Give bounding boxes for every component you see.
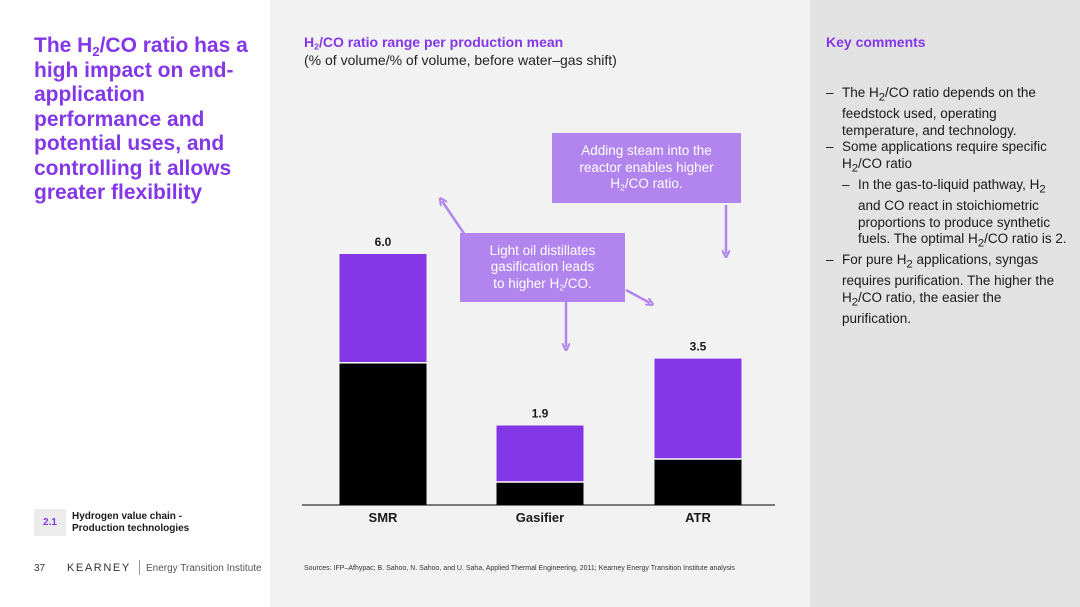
callout-light-oil: Light oil distillates gasification leads…: [460, 233, 625, 302]
bar-gasifier-segment-2: [496, 425, 584, 482]
bar-smr-segment-1: [339, 362, 427, 505]
comment-item: Some applications require specific H2/CO…: [826, 139, 1071, 177]
bar-atr-segment-2: [654, 358, 742, 459]
brand-logo: KEARNEY: [67, 562, 131, 574]
comments-list: The H2/CO ratio depends on the feedstock…: [826, 85, 1071, 328]
chart-title: H2/CO ratio range per production mean: [304, 34, 564, 52]
section-label: Hydrogen value chain - Production techno…: [72, 510, 190, 534]
bar-total-label: 1.9: [532, 407, 549, 421]
arrow-to-smr: [442, 201, 467, 236]
category-label: ATR: [685, 510, 711, 525]
bar-atr-segment-1: [654, 458, 742, 505]
chart-subtitle: (% of volume/% of volume, before water–g…: [304, 52, 617, 68]
bar-gasifier-segment-1: [496, 481, 584, 505]
comment-item: The H2/CO ratio depends on the feedstock…: [826, 85, 1071, 139]
footer-divider: [139, 560, 140, 575]
comment-subitem: In the gas-to-liquid pathway, H2 and CO …: [826, 177, 1071, 252]
arrow-to-atr-top: [625, 288, 650, 303]
left-panel: [0, 0, 270, 607]
comments-title: Key comments: [826, 34, 926, 50]
page-headline: The H2/CO ratio has a high impact on end…: [34, 34, 248, 204]
section-number: 2.1: [34, 509, 66, 536]
bar-smr-segment-2: [339, 254, 427, 363]
sources-note: Sources: IFP–Afhypac; B. Sahoo, N. Sahoo…: [304, 565, 735, 572]
category-label: SMR: [369, 510, 399, 525]
callout-steam: Adding steam into the reactor enables hi…: [552, 133, 741, 203]
institute-name: Energy Transition Institute: [146, 563, 262, 574]
comment-item: For pure H2 applications, syngas require…: [826, 252, 1071, 327]
bar-chart: 6.0 SMR 1.9 Gasifier 3.5 ATR: [302, 110, 775, 525]
bar-total-label: 6.0: [375, 235, 392, 249]
category-label: Gasifier: [516, 510, 564, 525]
page-number: 37: [34, 563, 46, 574]
bar-total-label: 3.5: [690, 340, 707, 354]
section-tag[interactable]: 2.1 Hydrogen value chain - Production te…: [34, 509, 189, 536]
